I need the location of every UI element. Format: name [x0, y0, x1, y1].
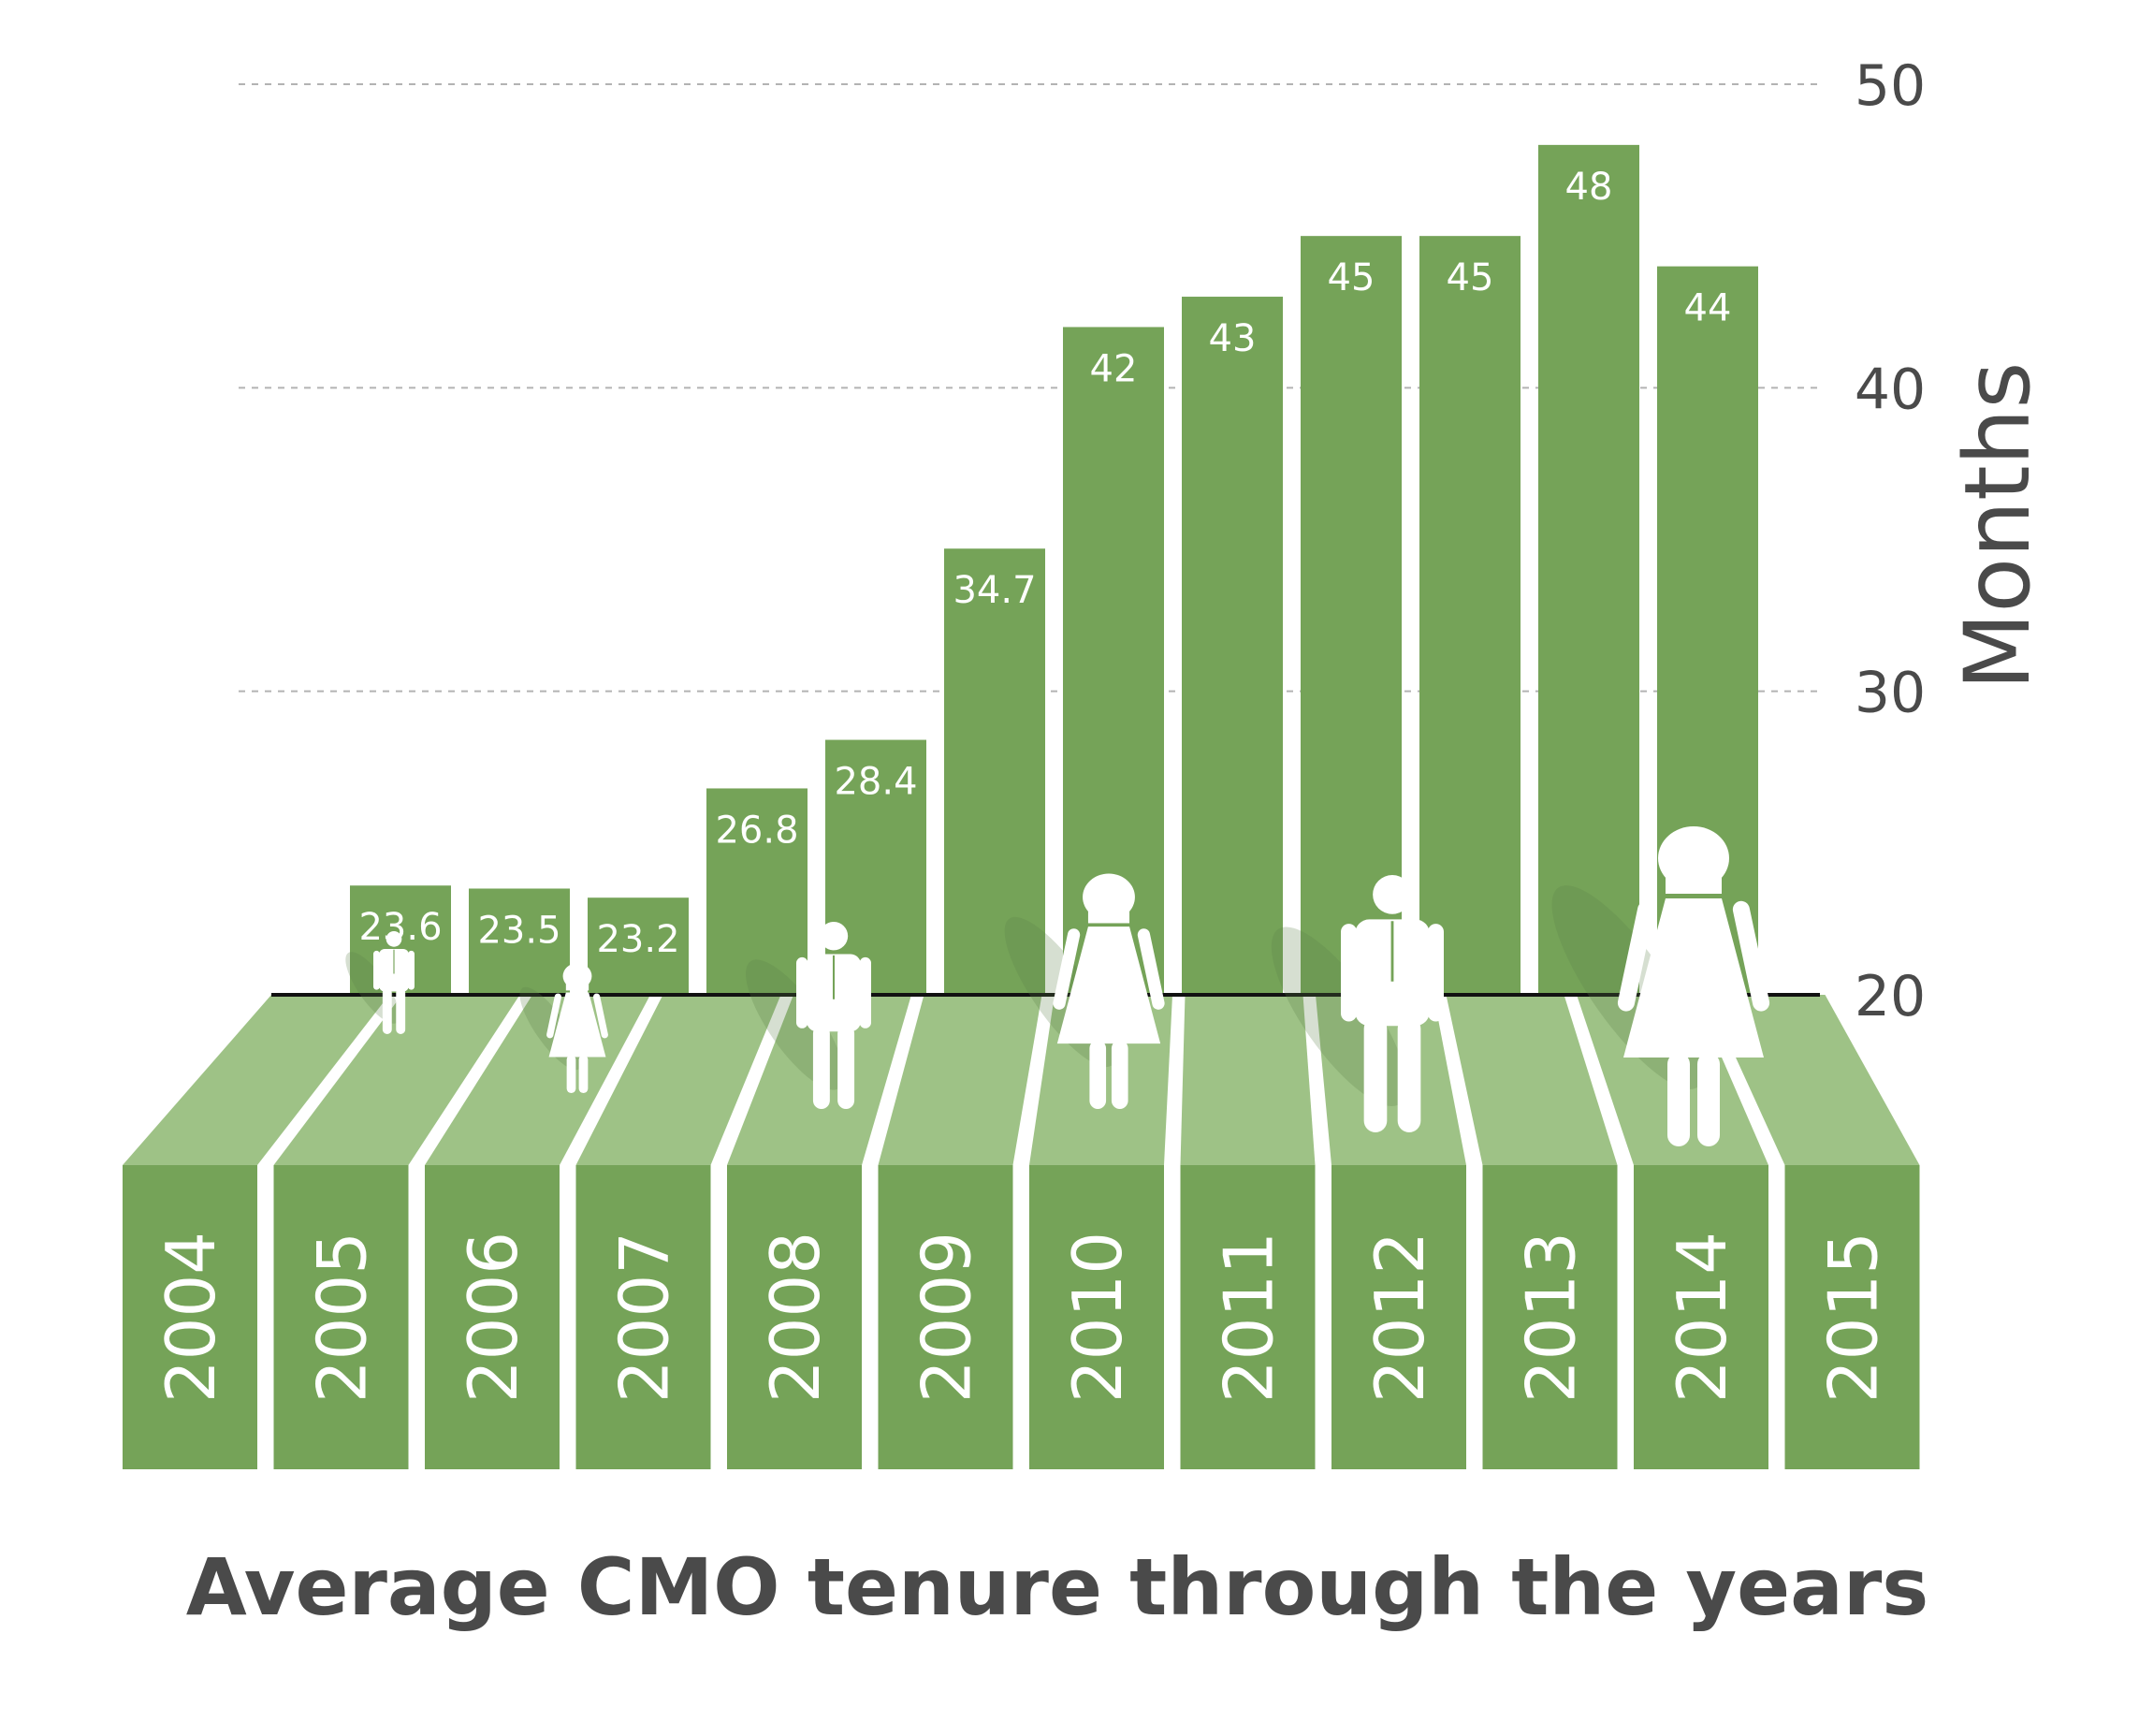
bar-value-label: 23.5	[477, 909, 560, 952]
bar-2013	[1419, 236, 1521, 995]
year-panel-2010	[1029, 1165, 1164, 1469]
man-figure-icon	[345, 931, 415, 1034]
bar-value-label: 45	[1328, 256, 1375, 299]
bar-value-label: 48	[1565, 166, 1613, 209]
bar-2014	[1538, 144, 1639, 995]
year-panel-2013	[1482, 1165, 1618, 1469]
bar-value-label: 45	[1447, 256, 1494, 299]
x-tick-label: 2013	[1512, 1232, 1591, 1403]
year-panel-2012	[1331, 1165, 1466, 1469]
year-panel-2011	[1180, 1165, 1316, 1469]
man-figure-icon	[1271, 875, 1444, 1132]
bar-2005	[469, 888, 570, 995]
year-panel-2004	[123, 1165, 257, 1469]
x-tick-label: 2007	[605, 1232, 684, 1403]
man-figure-icon	[746, 922, 871, 1109]
bar-value-label: 44	[1684, 287, 1732, 330]
bar-2012	[1301, 236, 1402, 995]
x-tick-label: 2009	[908, 1232, 986, 1403]
bar-2009	[944, 548, 1045, 995]
year-panel-2008	[727, 1165, 862, 1469]
chart-title: Average CMO tenure through the years	[186, 1541, 1929, 1633]
woman-figure-icon	[1004, 873, 1165, 1109]
floor-lane	[1707, 995, 1920, 1165]
bar-value-label: 26.8	[715, 809, 798, 852]
bar-value-label: 34.7	[953, 569, 1036, 612]
x-tick-label: 2005	[303, 1232, 382, 1403]
y-tick-label: 30	[1855, 661, 1926, 726]
floor-lane	[878, 995, 1042, 1165]
year-panel-2007	[575, 1165, 711, 1469]
year-panels: 2004 2005 2006 2007 2008 2009 2010 2011 2012 2013…	[123, 1165, 1920, 1469]
year-panel-2015	[1784, 1165, 1920, 1469]
floor-lane	[575, 995, 781, 1165]
floor-lane	[273, 995, 520, 1165]
bar-2006	[588, 897, 689, 995]
year-panel-2005	[273, 1165, 409, 1469]
floor-lane	[123, 995, 389, 1165]
woman-figure-icon	[519, 963, 608, 1093]
x-tick-label: 2010	[1058, 1232, 1137, 1403]
x-tick-label: 2008	[756, 1232, 835, 1403]
floor-lane	[1316, 995, 1466, 1165]
floor-lane	[1446, 995, 1618, 1165]
bar-value-label: 43	[1209, 317, 1257, 360]
bar-value-label: 42	[1090, 347, 1138, 390]
year-panel-2006	[425, 1165, 560, 1469]
y-tick-label: 40	[1855, 357, 1926, 422]
y-axis-label: Months	[1945, 362, 2050, 691]
floor-lane	[1180, 995, 1316, 1165]
y-tick-label: 20	[1855, 964, 1926, 1029]
x-tick-label: 2014	[1663, 1232, 1741, 1403]
x-tick-label: 2006	[454, 1232, 532, 1403]
woman-figure-icon	[1551, 826, 1770, 1146]
x-tick-label: 2012	[1361, 1232, 1439, 1403]
bar-2007	[706, 788, 808, 995]
year-panel-2009	[878, 1165, 1013, 1469]
bar-2008	[825, 739, 926, 995]
bar-2011	[1182, 297, 1283, 995]
x-tick-label: 2015	[1814, 1232, 1893, 1403]
y-axis: 20 30 40 50	[1855, 53, 1926, 1029]
bar-value-label: 28.4	[834, 761, 917, 804]
bar-value-label: 23.2	[596, 918, 679, 961]
person-figures	[345, 826, 1770, 1146]
x-tick-label: 2011	[1210, 1232, 1288, 1403]
year-panel-2014	[1634, 1165, 1768, 1469]
y-tick-label: 50	[1855, 53, 1926, 119]
x-tick-label: 2004	[152, 1232, 230, 1403]
